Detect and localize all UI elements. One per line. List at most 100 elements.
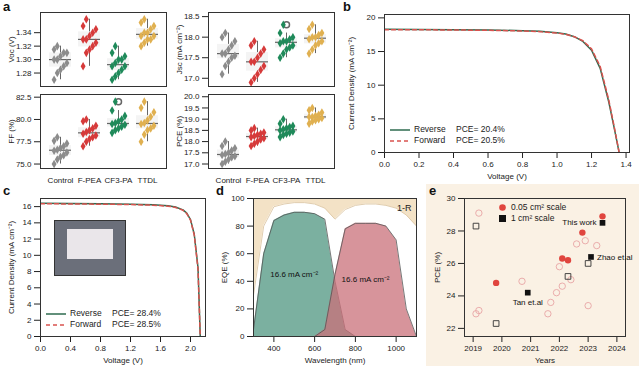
svg-text:77.5: 77.5 — [16, 137, 32, 146]
svg-text:600: 600 — [308, 344, 322, 353]
svg-text:30: 30 — [447, 194, 456, 203]
svg-text:8: 8 — [27, 267, 32, 276]
svg-text:EQE (%): EQE (%) — [220, 251, 229, 283]
svg-text:100: 100 — [231, 194, 245, 203]
html-text:PCE= 20.4%: PCE= 20.4% — [456, 124, 505, 134]
svg-text:80.0: 80.0 — [16, 115, 32, 124]
svg-text:1.32: 1.32 — [16, 42, 32, 51]
svg-text:Control: Control — [215, 176, 242, 186]
svg-text:800: 800 — [349, 344, 363, 353]
svg-text:Tan et.al: Tan et.al — [513, 298, 543, 307]
svg-text:0: 0 — [371, 148, 376, 157]
svg-text:TTDL: TTDL — [138, 176, 159, 185]
svg-text:28: 28 — [447, 227, 456, 236]
svg-text:Years: Years — [535, 356, 555, 365]
svg-text:0.4: 0.4 — [65, 344, 77, 353]
svg-text:18.5: 18.5 — [184, 12, 200, 21]
svg-text:FF (%): FF (%) — [7, 119, 16, 144]
svg-text:18.5: 18.5 — [184, 126, 200, 135]
svg-text:1.2: 1.2 — [586, 160, 598, 169]
html-text:Reverse: Reverse — [414, 124, 446, 134]
svg-text:400: 400 — [267, 344, 281, 353]
svg-text:17.0: 17.0 — [184, 160, 200, 169]
svg-text:19.0: 19.0 — [184, 115, 200, 124]
svg-text:6: 6 — [27, 283, 32, 292]
svg-text:2022: 2022 — [550, 344, 568, 353]
svg-text:40: 40 — [236, 277, 245, 286]
svg-text:1.34: 1.34 — [16, 28, 32, 37]
svg-text:1.30: 1.30 — [16, 55, 32, 64]
svg-text:17.0: 17.0 — [184, 74, 200, 83]
svg-text:0.8: 0.8 — [517, 160, 529, 169]
svg-text:19.5: 19.5 — [184, 104, 200, 113]
svg-text:10: 10 — [23, 251, 32, 260]
svg-text:0: 0 — [27, 332, 32, 341]
svg-text:17.5: 17.5 — [184, 53, 200, 62]
svg-text:Voltage (V): Voltage (V) — [487, 172, 527, 181]
svg-text:24: 24 — [447, 291, 456, 300]
svg-text:20: 20 — [236, 304, 245, 313]
svg-text:5: 5 — [371, 114, 376, 123]
svg-text:2024: 2024 — [608, 344, 626, 353]
svg-text:82.5: 82.5 — [16, 93, 32, 102]
svg-text:0: 0 — [240, 332, 245, 341]
svg-text:CF3-PA: CF3-PA — [105, 176, 134, 185]
svg-text:10: 10 — [367, 81, 376, 90]
html-text:Forward: Forward — [414, 135, 446, 145]
svg-text:2020: 2020 — [493, 344, 511, 353]
svg-text:PCE (%): PCE (%) — [175, 116, 184, 147]
svg-text:TTDL: TTDL — [306, 176, 327, 185]
html-text:Reverse: Reverse — [70, 308, 102, 318]
svg-text:Current Density (mA cm⁻²): Current Density (mA cm⁻²) — [7, 221, 16, 315]
svg-text:2: 2 — [27, 316, 32, 325]
svg-text:F-PEA: F-PEA — [246, 176, 270, 185]
svg-text:80: 80 — [236, 222, 245, 231]
svg-text:60: 60 — [236, 249, 245, 258]
svg-text:This work: This work — [562, 218, 597, 227]
svg-text:12: 12 — [23, 235, 32, 244]
svg-text:Zhao et.al: Zhao et.al — [597, 253, 633, 262]
svg-text:Wavelength (nm): Wavelength (nm) — [305, 356, 366, 365]
svg-text:Voltage (V): Voltage (V) — [103, 356, 143, 365]
svg-text:1.6: 1.6 — [155, 344, 167, 353]
svg-text:17.5: 17.5 — [184, 148, 200, 157]
svg-text:F-PEA: F-PEA — [78, 176, 102, 185]
svg-text:18.0: 18.0 — [184, 137, 200, 146]
svg-text:Control: Control — [48, 176, 74, 185]
svg-text:0.2: 0.2 — [413, 160, 425, 169]
svg-text:Jsc (mA cm⁻²): Jsc (mA cm⁻²) — [175, 24, 184, 74]
svg-text:2019: 2019 — [464, 344, 482, 353]
svg-text:4: 4 — [27, 300, 32, 309]
svg-text:1-R: 1-R — [397, 203, 412, 213]
svg-text:1000: 1000 — [387, 344, 405, 353]
svg-text:22: 22 — [447, 324, 456, 333]
svg-text:14: 14 — [23, 218, 32, 227]
svg-text:16.6 mA cm⁻²: 16.6 mA cm⁻² — [270, 270, 318, 279]
svg-text:1.0: 1.0 — [551, 160, 563, 169]
svg-text:Current Density (mA cm⁻²): Current Density (mA cm⁻²) — [347, 37, 356, 131]
svg-text:PCE (%): PCE (%) — [433, 252, 442, 283]
svg-text:CF3-PA: CF3-PA — [273, 176, 302, 185]
svg-text:0.6: 0.6 — [482, 160, 494, 169]
svg-text:0.0: 0.0 — [379, 160, 391, 169]
svg-text:75.0: 75.0 — [16, 160, 32, 169]
svg-text:2023: 2023 — [579, 344, 597, 353]
html-text:PCE= 28.4%: PCE= 28.4% — [112, 308, 161, 318]
svg-text:0.8: 0.8 — [95, 344, 107, 353]
svg-text:1.28: 1.28 — [16, 69, 32, 78]
svg-text:16.6 mA cm⁻²: 16.6 mA cm⁻² — [342, 275, 390, 284]
svg-text:2021: 2021 — [522, 344, 540, 353]
svg-text:20: 20 — [367, 13, 376, 22]
svg-text:1.4: 1.4 — [620, 160, 632, 169]
svg-text:18.0: 18.0 — [184, 33, 200, 42]
svg-text:0.4: 0.4 — [448, 160, 460, 169]
svg-text:16: 16 — [23, 202, 32, 211]
svg-text:15: 15 — [367, 47, 376, 56]
svg-text:26: 26 — [447, 259, 456, 268]
html-text:PCE= 20.5%: PCE= 20.5% — [456, 135, 505, 145]
svg-text:Voc (V): Voc (V) — [7, 36, 16, 63]
svg-text:2.0: 2.0 — [185, 344, 197, 353]
svg-text:20.0: 20.0 — [184, 92, 200, 101]
svg-text:0.0: 0.0 — [35, 344, 47, 353]
svg-text:1.2: 1.2 — [125, 344, 137, 353]
